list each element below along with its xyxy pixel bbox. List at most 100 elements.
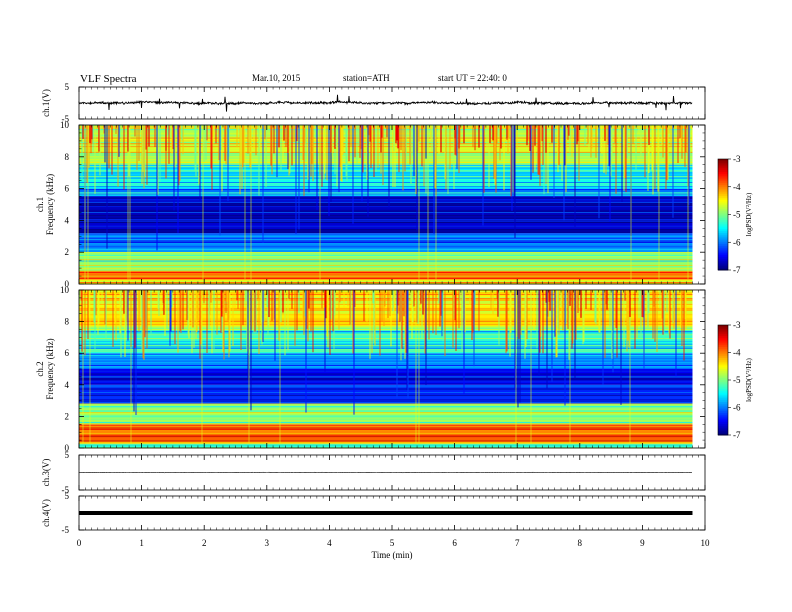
ch1-spectrogram-colorbar-cell [718,183,728,186]
time-axis-tick-label: 7 [515,538,520,548]
ch2-spectrogram-colorbar-cell [718,405,728,408]
ch1-spectrogram-colorbar-cell [718,181,728,184]
ch1-spectrogram-colorbar-cell [718,234,728,238]
ch1-waveform-ytick-label: 5 [65,82,70,92]
ch4-waveform-panel: 5 -5 ch.4(V) [41,491,706,535]
ch1-spectrogram-colorbar-cell [718,223,728,227]
ch1-spectrogram-ytick-label: 8 [65,152,70,162]
ch2-spectrogram-colorbar-cell [718,424,728,427]
ch1-spectrogram-colorbar-cell [718,199,728,203]
ch1-spectrogram-colorbar-tick-label: -5 [733,210,741,220]
ch3-waveform-ylabel: ch.3(V) [41,459,51,487]
ch1-spectrogram-colorbar-cell [718,264,728,267]
ch2-spectrogram-colorbar-cell [718,416,728,419]
ch2-spectrogram-colorbar-cell [718,409,728,412]
ch2-spectrogram-colorbar-cell [718,431,728,434]
ch1-spectrogram-ytick-label: 4 [65,215,70,225]
time-axis-tick-label: 2 [202,538,207,548]
ch1-spectrogram-colorbar-label: logPSD(V²/Hz) [745,192,753,236]
station-label: station=ATH [343,73,390,83]
ch1-spectrogram-panel: 10 8 6 4 2 0 ch.1 Frequency (kHz) -3 -4 -5 -6 -7 logP… [35,120,753,289]
ch2-spectrogram-colorbar-tick-label: -6 [733,403,741,413]
ch2-spectrogram-colorbar-cell [718,345,728,348]
ch1-spectrogram-ylabel-line: ch.1 [35,197,45,212]
ch2-spectrogram-colorbar-cell [718,427,728,430]
ch1-spectrogram-colorbar-cell [718,184,728,188]
ch2-spectrogram-colorbar-cell [718,425,728,429]
ch1-spectrogram-colorbar-cell [718,159,728,162]
ch1-spectrogram-colorbar-cell [718,175,728,178]
ch1-spectrogram-colorbar-cell [718,227,728,230]
ch1-spectrogram-colorbar-cell [718,233,728,236]
ch1-spectrogram-colorbar-cell [718,240,728,243]
ch1-spectrogram-colorbar-cell [718,197,728,201]
ch2-spectrogram-ytick-label: 0 [65,443,70,453]
ch2-spectrogram-colorbar-cell [718,348,728,352]
ch2-spectrogram-panel: 10 8 6 4 2 0 ch.2 Frequency (kHz) -3 -4 -5 -6 -7 logP… [35,285,753,453]
ch1-spectrogram-colorbar-cell [718,188,728,191]
time-axis-tick-label: 8 [578,538,583,548]
ch1-spectrogram-colorbar-cell [718,221,728,225]
ch1-waveform-panel: 5 -5 ch.1(V) [41,82,706,124]
ch1-spectrogram-colorbar-cell [718,201,728,204]
ch1-spectrogram-colorbar-cell [718,210,728,214]
ch2-spectrogram-colorbar-cell [718,374,728,377]
ch1-spectrogram-colorbar-cell [718,262,728,265]
ch3-waveform-trace [78,471,693,474]
ch1-spectrogram-colorbar-cell [718,258,728,262]
time-axis-tick-label: 5 [390,538,395,548]
ch1-spectrogram-colorbar-cell [718,212,728,215]
ch1-spectrogram-ylabel-line: Frequency (kHz) [45,174,55,235]
ch2-spectrogram-ytick-label: 2 [65,411,70,421]
ch1-spectrogram-colorbar-cell [718,196,728,199]
ch2-spectrogram-colorbar-cell [718,422,728,425]
ch4-waveform-ylabel: ch.4(V) [41,499,51,527]
ch2-spectrogram-colorbar-cell [718,343,728,346]
ch2-spectrogram-colorbar-cell [718,354,728,357]
ch2-spectrogram-colorbar-cell [718,400,728,403]
ch2-spectrogram-colorbar-tick-label: -4 [733,348,741,358]
ch4-waveform-ytick-label: -5 [62,525,70,535]
ch1-spectrogram-colorbar-cell [718,168,728,171]
ch1-spectrogram-colorbar-cell [718,236,728,240]
ch2-spectrogram-colorbar-cell [718,325,728,328]
ch2-spectrogram-colorbar-cell [718,381,728,385]
ch1-spectrogram-colorbar-cell [718,257,728,260]
ch1-spectrogram-colorbar-cell [718,238,728,241]
ch2-spectrogram-colorbar-tick-label: -7 [733,430,741,440]
ch1-spectrogram-colorbar-cell [718,216,728,219]
ch1-spectrogram-colorbar-cell [718,190,728,193]
ch2-spectrogram-colorbar-cell [718,413,728,416]
ch2-spectrogram-colorbar-cell [718,350,728,353]
ch2-spectrogram-colorbar-cell [718,359,728,363]
ch1-spectrogram-colorbar-tick-label: -4 [733,182,741,192]
ch1-spectrogram-colorbar-cell [718,171,728,175]
ch2-spectrogram-colorbar-cell [718,385,728,388]
ch2-spectrogram-colorbar-cell [718,418,728,421]
ch1-spectrogram-colorbar-cell [718,194,728,197]
ch3-waveform-ytick-label: 5 [65,450,70,460]
time-axis-tick-label: 6 [452,538,457,548]
ch2-spectrogram-colorbar-tick-label: -5 [733,375,741,385]
ch2-spectrogram-colorbar-cell [718,389,728,392]
ch2-spectrogram-colorbar-cell [718,398,728,401]
ch2-spectrogram-colorbar-cell [718,339,728,342]
figure-title: VLF Spectra [80,73,137,85]
ch2-spectrogram-ytick-label: 4 [65,380,70,390]
ch2-spectrogram-colorbar-cell [718,361,728,364]
ch1-spectrogram-colorbar-tick-label: -7 [733,265,741,275]
ch2-spectrogram-colorbar-cell [718,392,728,396]
ch2-spectrogram-colorbar-cell [718,396,728,399]
time-axis-tick-label: 3 [265,538,270,548]
ch2-spectrogram-colorbar-cell [718,363,728,366]
ch2-spectrogram-colorbar-label: logPSD(V²/Hz) [745,357,753,401]
ch1-spectrogram-colorbar-cell [718,266,728,269]
ch1-waveform-trace [78,94,693,112]
ch1-spectrogram-colorbar-cell [718,247,728,251]
ch2-spectrogram-colorbar-cell [718,369,728,372]
ch1-spectrogram-colorbar-cell [718,229,728,232]
ch2-spectrogram-ylabel-line: Frequency (kHz) [45,338,55,399]
ch2-spectrogram-colorbar-cell [718,394,728,397]
ch1-spectrogram-colorbar-tick-label: -3 [733,154,741,164]
